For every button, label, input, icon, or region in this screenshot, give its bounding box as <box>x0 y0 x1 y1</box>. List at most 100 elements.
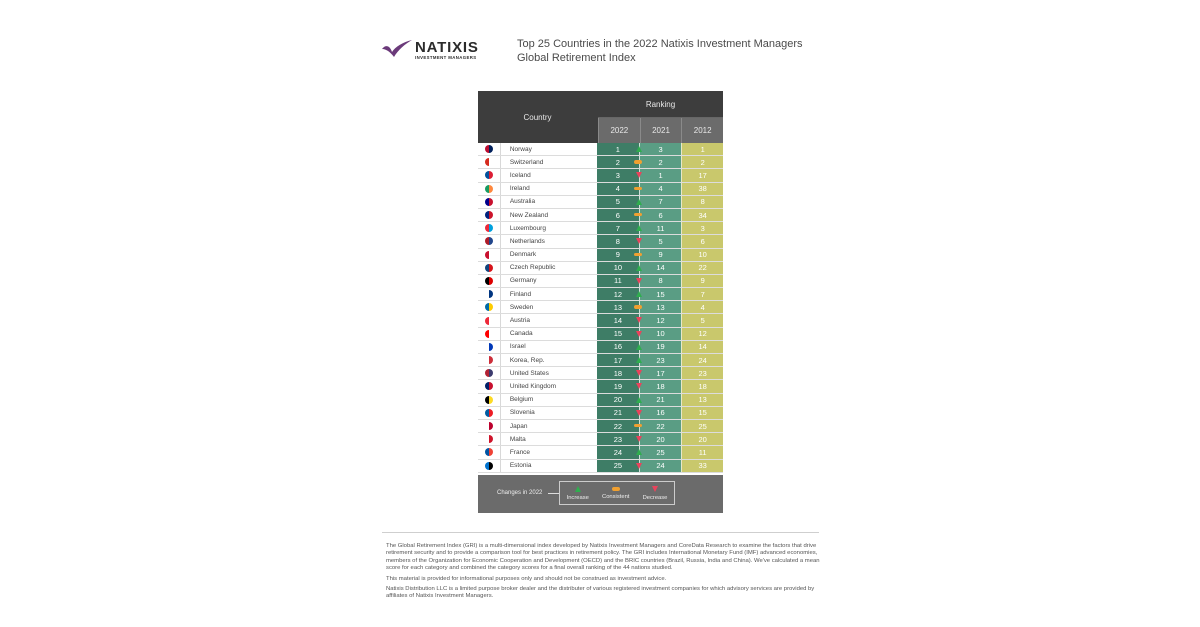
triangle-down-icon <box>652 485 658 492</box>
rank-2022: 4 <box>597 182 642 195</box>
rank-2021: 20 <box>638 433 682 446</box>
logo-subtitle: INVESTMENT MANAGERS <box>415 55 477 60</box>
country-name: Czech Republic <box>509 264 556 272</box>
legend-item-increase: Increase <box>567 485 589 501</box>
triangle-down-icon <box>635 462 642 469</box>
table-row: Ireland 4 4 38 <box>478 182 723 196</box>
table-row: Australia 5 7 8 <box>478 195 723 209</box>
table-row: United States 18 17 23 <box>478 367 723 381</box>
country-name: Luxembourg <box>509 224 546 232</box>
dash-icon <box>633 212 642 217</box>
rank-2022: 5 <box>597 195 642 208</box>
flag-icon <box>484 408 493 417</box>
rank-2022: 14 <box>597 314 642 327</box>
footer-distribution: Natixis Distribution LLC is a limited pu… <box>386 586 815 600</box>
rank-2022: 10 <box>597 261 642 274</box>
rank-2012: 15 <box>681 406 723 419</box>
rank-2021: 15 <box>638 288 682 301</box>
dash-icon <box>633 423 642 428</box>
table-row: Malta 23 20 20 <box>478 433 723 447</box>
rank-2012: 5 <box>681 314 723 327</box>
flag-icon <box>484 342 493 351</box>
rank-2021: 21 <box>638 393 682 406</box>
rank-2022: 19 <box>597 380 642 393</box>
rank-2021: 16 <box>638 406 682 419</box>
logo-brand: NATIXIS <box>415 39 479 56</box>
rank-2022: 3 <box>597 169 642 182</box>
footer-disclaimer: This material is provided for informatio… <box>386 576 667 582</box>
country-name: Korea, Rep. <box>509 356 545 364</box>
flag-icon <box>484 448 493 457</box>
rank-2021: 18 <box>638 380 682 393</box>
table-row: Germany 11 8 9 <box>478 274 723 289</box>
rank-2021: 3 <box>638 143 682 156</box>
legend: Changes in 2022 Increase Consistent Decr… <box>478 474 723 513</box>
country-name: France <box>509 448 531 456</box>
rank-2022: 12 <box>597 288 642 301</box>
flag-icon <box>484 369 493 378</box>
rank-2022: 24 <box>597 446 642 459</box>
rank-2012: 13 <box>681 393 723 406</box>
flag-icon <box>484 316 493 325</box>
year-header-2012: 2012 <box>681 118 724 143</box>
rank-2021: 13 <box>638 301 682 314</box>
flag-icon <box>484 435 493 444</box>
table-row: Belgium 20 21 13 <box>478 393 723 407</box>
rank-2021: 10 <box>638 327 682 340</box>
table-row: Estonia 25 24 33 <box>478 459 723 473</box>
flag-icon <box>484 422 493 431</box>
table-row: Japan 22 22 25 <box>478 419 723 434</box>
country-name: Netherlands <box>509 237 545 245</box>
table-row: Iceland 3 1 17 <box>478 169 723 183</box>
footer-divider <box>382 532 819 533</box>
flag-icon <box>484 263 493 272</box>
country-name: Canada <box>509 330 533 338</box>
country-header: Country <box>523 112 552 122</box>
flag-icon <box>484 211 493 220</box>
table-row: Netherlands 8 5 6 <box>478 235 723 249</box>
legend-label: Changes in 2022 <box>497 489 543 496</box>
table-row: Austria 14 12 5 <box>478 314 723 328</box>
triangle-up-icon <box>635 291 642 298</box>
country-name: Japan <box>509 422 528 430</box>
table-body: Norway 1 3 1 Switzerland 2 2 2 Iceland 3 1 17 Irelan… <box>478 143 723 473</box>
legend-connector <box>548 492 559 494</box>
rank-2012: 18 <box>681 380 723 393</box>
rank-2012: 8 <box>681 195 723 208</box>
rank-2022: 16 <box>597 340 642 353</box>
dash-icon <box>633 305 642 309</box>
flag-icon <box>484 184 493 193</box>
ranking-table: Country Ranking 2022 2021 2012 Norway 1 3 1… <box>478 91 724 513</box>
rank-2012: 14 <box>681 340 723 353</box>
flag-icon <box>484 224 493 233</box>
table-row: Israel 16 19 14 <box>478 340 723 354</box>
rank-2012: 23 <box>681 367 723 380</box>
country-name: Estonia <box>509 462 532 470</box>
flag-icon <box>484 237 493 246</box>
rank-2022: 18 <box>597 367 642 380</box>
table-row: Finland 12 15 7 <box>478 288 723 302</box>
rank-2012: 2 <box>681 156 723 169</box>
flag-icon <box>484 329 493 338</box>
country-name: Sweden <box>509 303 534 311</box>
triangle-up-icon <box>635 343 642 350</box>
flag-icon <box>484 395 493 404</box>
rank-2012: 6 <box>681 235 723 248</box>
table-row: Norway 1 3 1 <box>478 143 723 157</box>
rank-2022: 1 <box>597 143 642 156</box>
rank-2022: 2 <box>597 156 642 169</box>
table-row: Slovenia 21 16 15 <box>478 406 723 420</box>
country-name: Israel <box>509 343 526 351</box>
rank-2012: 9 <box>681 274 723 288</box>
country-name: Belgium <box>509 396 534 404</box>
legend-item-consistent: Consistent <box>602 486 629 500</box>
page-title: Top 25 Countries in the 2022 Natixis Inv… <box>517 38 803 64</box>
triangle-down-icon <box>635 383 642 390</box>
rank-2022: 22 <box>597 419 642 433</box>
country-name: United Kingdom <box>509 382 557 390</box>
triangle-down-icon <box>635 238 642 245</box>
triangle-up-icon <box>635 357 642 363</box>
flag-icon <box>484 158 493 167</box>
rank-2012: 24 <box>681 354 723 367</box>
year-header-2021: 2021 <box>639 118 682 143</box>
